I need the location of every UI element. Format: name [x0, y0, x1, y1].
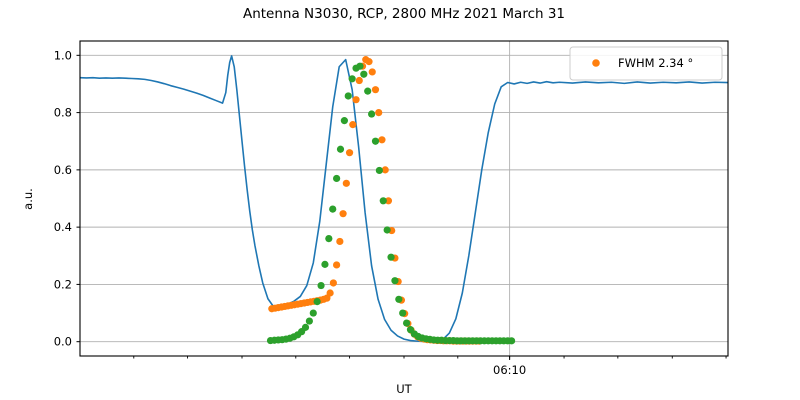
- y-tick-label: 0.2: [54, 277, 72, 291]
- data-point: [342, 179, 350, 187]
- data-point: [349, 121, 357, 129]
- data-point: [313, 297, 321, 306]
- plot-frame: [79, 40, 729, 357]
- data-point: [391, 277, 399, 285]
- data-point: [381, 166, 389, 174]
- data-point: [365, 58, 373, 66]
- legend[interactable]: FWHM 2.34 °: [569, 46, 723, 81]
- data-point: [384, 197, 393, 205]
- data-point: [309, 309, 317, 317]
- data-point: [340, 117, 348, 125]
- data-point: [336, 237, 344, 246]
- y-tick-label: 0.0: [54, 335, 72, 349]
- data-point: [339, 210, 347, 218]
- data-point: [333, 174, 341, 183]
- legend-background: [569, 46, 723, 81]
- data-point: [395, 295, 403, 303]
- data-point: [368, 110, 376, 118]
- data-point: [368, 68, 376, 76]
- data-point: [329, 279, 337, 287]
- data-point: [344, 92, 352, 100]
- data-point: [356, 62, 364, 70]
- data-point: [371, 86, 380, 94]
- data-point: [336, 145, 345, 153]
- data-point: [325, 234, 333, 243]
- data-point: [402, 319, 411, 327]
- data-point: [301, 323, 310, 331]
- data-point: [375, 166, 383, 175]
- data-point: [360, 70, 368, 78]
- y-tick-label: 0.8: [54, 106, 72, 120]
- data-point: [379, 197, 387, 205]
- data-point: [352, 96, 360, 104]
- data-point: [345, 149, 354, 157]
- x-tick-label: 06:10: [493, 363, 526, 377]
- y-axis-ticks: 0.0 0.2 0.4 0.6 0.8 1.0: [54, 48, 80, 349]
- data-point: [364, 87, 372, 95]
- data-point: [326, 289, 334, 297]
- series-line-scan-trace: [80, 55, 728, 343]
- data-point: [355, 76, 363, 85]
- data-series-layer: [80, 55, 728, 345]
- data-point: [329, 205, 337, 213]
- data-point: [387, 253, 395, 261]
- legend-marker-dot-icon: [592, 59, 600, 67]
- y-axis-label: a.u.: [21, 188, 35, 210]
- data-point: [317, 281, 325, 290]
- data-point: [383, 226, 391, 234]
- data-point: [507, 337, 516, 345]
- series-scan-trace: [80, 55, 728, 343]
- y-tick-label: 0.6: [54, 163, 72, 177]
- data-point: [323, 294, 331, 302]
- data-point: [321, 260, 329, 268]
- data-point: [375, 108, 383, 117]
- data-point: [305, 317, 313, 325]
- y-tick-label: 1.0: [54, 48, 72, 62]
- page-title: Antenna N3030, RCP, 2800 MHz 2021 March …: [243, 6, 565, 22]
- x-axis-major-ticks: 06:10: [493, 356, 526, 377]
- y-tick-label: 0.4: [54, 220, 72, 234]
- legend-label: FWHM 2.34 °: [618, 56, 693, 70]
- data-point: [348, 75, 356, 83]
- series-fwhm-fit-green: [266, 62, 516, 345]
- data-point: [378, 136, 386, 144]
- data-point: [399, 309, 407, 317]
- x-axis-label: UT: [396, 382, 412, 396]
- data-point: [333, 261, 341, 269]
- data-point: [371, 137, 380, 145]
